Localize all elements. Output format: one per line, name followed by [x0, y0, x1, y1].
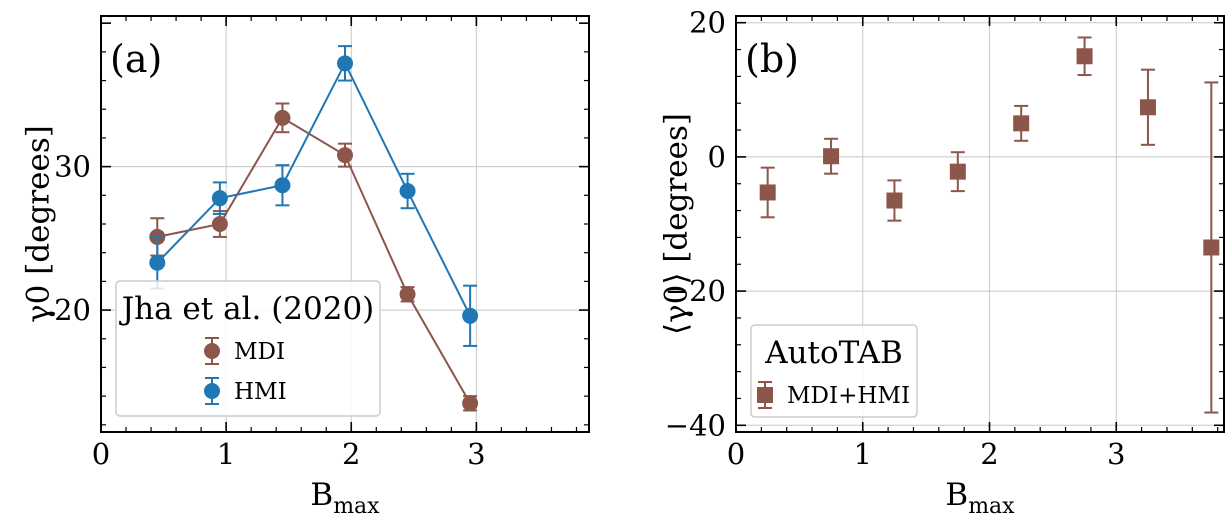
panel-a-x-axis-label-main: B: [310, 477, 333, 513]
panel-b: 0 1 2 3 −40 −20 0 20 (b) Bmax ⟨γ0⟩ [degrees] Au…: [659, 6, 1225, 519]
panel-b-ytick-label-0: 0: [708, 140, 726, 174]
panel-b-legend-mdi-hmi-swatch: [757, 387, 773, 403]
panel-a-series-mdi-point-3: [337, 147, 353, 164]
panel-a-series-mdi-point-4: [399, 286, 416, 303]
legend-mdi-hmi-marker: [757, 381, 773, 409]
legend-mdi-marker: [204, 337, 220, 365]
panel-a-ticks: 0 1 2 3 20 30: [54, 16, 589, 471]
panel-b-ytick-label--40: −40: [665, 408, 726, 442]
panel-a-xtick-label-0: 0: [92, 437, 110, 471]
panel-a-series-mdi-line: [157, 116, 471, 404]
panel-b-series-mdi-hmi-point-3: [949, 163, 966, 180]
panel-a-x-axis-label: Bmax: [310, 477, 380, 519]
panel-a-series-hmi-point-5: [462, 307, 479, 324]
panel-b-series-mdi-hmi-point-4: [1013, 115, 1030, 132]
panel-b-ticks: 0 1 2 3 −40 −20 0 20: [665, 6, 1224, 471]
panel-b-series-mdi-hmi-point-1: [823, 148, 840, 165]
panel-b-x-axis-label-sub: max: [968, 494, 1015, 519]
panel-a-xtick-label-2: 2: [342, 437, 360, 471]
panel-a-series-mdi-point-1: [211, 216, 228, 232]
panel-b-series: [759, 36, 1220, 414]
panel-a-series-hmi-point-1: [211, 190, 228, 207]
panel-a-xtick-label-1: 1: [217, 437, 235, 471]
panel-b-y-axis-label: ⟨γ0⟩ [degrees]: [659, 113, 695, 335]
panel-b-ytick-label--20: −20: [665, 274, 726, 308]
panel-a-ytick-label-20: 20: [54, 293, 91, 327]
panel-b-xtick-label-1: 1: [854, 437, 872, 471]
panel-b-series-mdi-hmi-point-5: [1076, 48, 1093, 65]
panel-b-series-mdi-hmi: [759, 36, 1220, 414]
panel-a-legend-mdi-swatch: [204, 343, 220, 359]
panel-b-legend: AutoTAB MDI+HMI: [750, 324, 918, 418]
panel-b-frame: [735, 15, 1225, 433]
legend-hmi-label: HMI: [234, 379, 287, 405]
legend-mdi-hmi-label: MDI+HMI: [787, 383, 910, 409]
panel-b-series-mdi-hmi-point-6: [1139, 99, 1156, 116]
legend-mdi-label: MDI: [234, 339, 285, 365]
panel-b-series-mdi-hmi-point-7: [1203, 239, 1220, 256]
panel-a-legend-hmi-swatch: [204, 383, 220, 399]
panel-a-series-mdi-point-2: [274, 109, 291, 126]
panel-a-legend: Jha et al. (2020) MDI HMI: [115, 280, 381, 417]
panel-a-series-hmi-point-2: [274, 177, 291, 194]
panel-a-legend-title: Jha et al. (2020): [119, 291, 375, 327]
panel-b-legend-box: [750, 324, 918, 418]
panel-a-series-hmi-point-4: [399, 183, 416, 200]
panel-b-xtick-label-3: 3: [1107, 437, 1125, 471]
panel-b-xtick-label-2: 2: [980, 437, 998, 471]
panel-a-legend-box: [115, 280, 381, 417]
panel-a-series-mdi-point-5: [462, 395, 479, 412]
panel-b-series-mdi-hmi-point-2: [886, 192, 903, 209]
panel-a-x-axis-label-sub: max: [333, 494, 380, 519]
legend-hmi-marker: [204, 377, 220, 405]
panel-b-x-axis-label: Bmax: [945, 477, 1015, 519]
panel-b-label: (b): [745, 37, 799, 81]
panel-b-ytick-label-20: 20: [689, 6, 726, 40]
panel-a-xtick-label-3: 3: [467, 437, 485, 471]
panel-a-ytick-label-30: 30: [54, 150, 91, 184]
panel-b-xtick-label-0: 0: [727, 437, 745, 471]
panel-a-series-hmi-line: [156, 61, 472, 317]
panel-a-y-axis-label: γ0 [degrees]: [21, 125, 57, 323]
panel-a-series-hmi-point-0: [149, 254, 166, 271]
panel-a: 0 1 2 3 20 30 (a) Bmax γ0 [degrees] Jha et al…: [21, 15, 590, 519]
panel-b-series-mdi-hmi-point-0: [759, 184, 776, 201]
panel-a-frame: [100, 15, 590, 433]
panel-a-series-hmi-point-3: [337, 55, 353, 72]
panel-b-legend-title: AutoTAB: [764, 335, 903, 371]
panel-a-label: (a): [110, 37, 162, 81]
panel-b-x-axis-label-main: B: [945, 477, 968, 513]
